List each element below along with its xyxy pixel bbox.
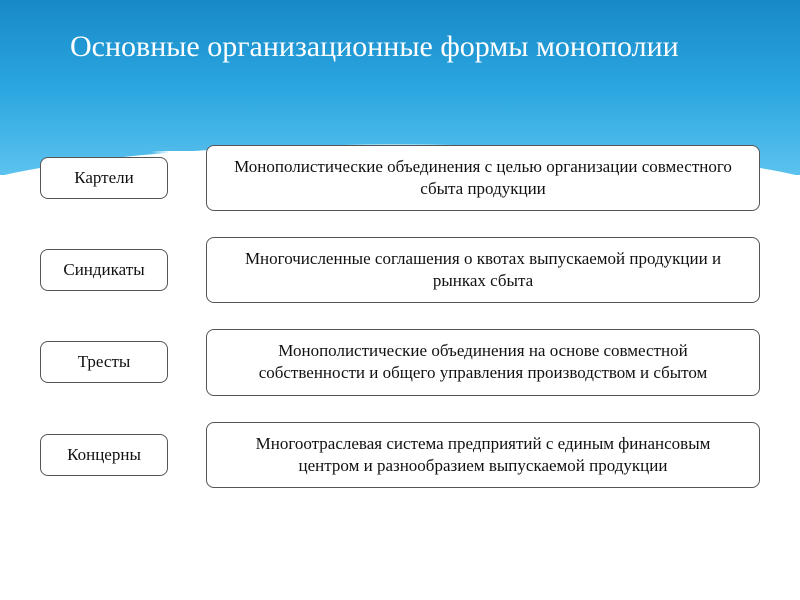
row-syndicates: Синдикаты Многочисленные соглашения о кв… [40,237,760,303]
label-syndicates: Синдикаты [40,249,168,291]
desc-trusts: Монополистические объединения на основе … [206,329,760,395]
row-trusts: Тресты Монополистические объединения на … [40,329,760,395]
page-title: Основные организационные формы монополии [0,28,719,66]
row-cartels: Картели Монополистические объединения с … [40,145,760,211]
desc-cartels: Монополистические объединения с целью ор… [206,145,760,211]
label-concerns: Концерны [40,434,168,476]
row-concerns: Концерны Многоотраслевая система предпри… [40,422,760,488]
desc-concerns: Многоотраслевая система предприятий с ед… [206,422,760,488]
monopoly-forms-list: Картели Монополистические объединения с … [0,145,800,488]
label-cartels: Картели [40,157,168,199]
desc-syndicates: Многочисленные соглашения о квотах выпус… [206,237,760,303]
label-trusts: Тресты [40,341,168,383]
